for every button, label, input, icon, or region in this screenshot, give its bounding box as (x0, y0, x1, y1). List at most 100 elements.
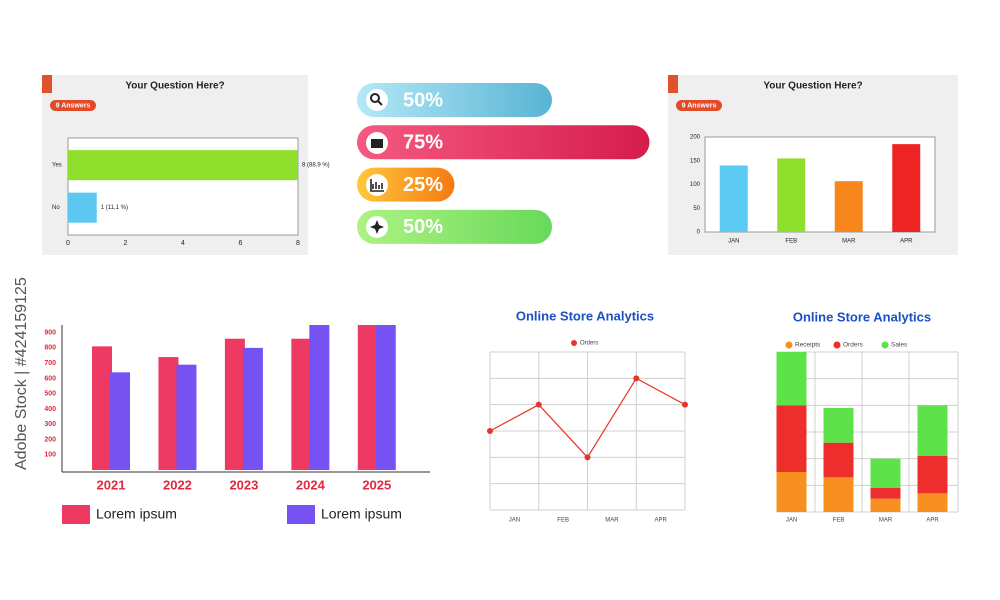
x-tick-label: MAR (842, 239, 856, 245)
legend-marker (833, 341, 841, 349)
x-tick-label: 4 (181, 240, 185, 247)
point (584, 454, 591, 461)
y-tick-label: 200 (44, 436, 56, 443)
bar-segment (917, 456, 948, 494)
x-tick-label: FEB (785, 239, 797, 245)
x-tick-label: JAN (786, 518, 797, 524)
progress-bar (357, 125, 650, 160)
progress-bar (357, 209, 552, 244)
x-tick-label: 2021 (97, 477, 126, 492)
icon (370, 220, 384, 234)
x-tick-label: 2022 (163, 477, 192, 492)
bar (291, 338, 312, 470)
panel-title: Your Question Here? (763, 81, 862, 92)
bar-segment (870, 458, 901, 488)
progress-label: 50% (403, 216, 443, 238)
y-tick-label: 100 (44, 452, 56, 459)
y-tick-label: 900 (44, 329, 56, 336)
legend-label: Lorem ipsum (321, 506, 402, 522)
value-label: 8 (88,9 %) (302, 163, 330, 169)
bar (92, 346, 113, 470)
badge-text: 9 Answers (682, 102, 717, 109)
bar-segment (917, 493, 948, 512)
bar-segment (917, 405, 948, 456)
chart-title: Online Store Analytics (516, 308, 654, 323)
badge (50, 100, 96, 111)
bar (110, 372, 131, 470)
progress-bar (357, 83, 552, 117)
chart-title: Online Store Analytics (793, 309, 931, 324)
category-label: Yes (52, 163, 62, 169)
legend-label: Lorem ipsum (96, 506, 177, 522)
bar-segment (823, 442, 854, 478)
bar (176, 364, 197, 470)
y-tick-label: 50 (693, 206, 700, 212)
category-label: No (52, 205, 60, 211)
bar (309, 325, 330, 470)
bar-segment (776, 405, 807, 472)
legend-label: Orders (580, 341, 598, 347)
icon (370, 93, 380, 103)
x-tick-label: MAR (879, 518, 893, 524)
icon (377, 100, 383, 106)
bar (68, 150, 298, 181)
point (487, 428, 493, 434)
point (682, 401, 688, 408)
bar (158, 357, 179, 470)
y-tick-label: 150 (690, 158, 701, 164)
legend-swatch (287, 505, 315, 524)
legend-marker (785, 341, 793, 349)
progress-label: 25% (403, 174, 443, 196)
x-tick-label: FEB (557, 518, 569, 524)
y-tick-label: 100 (690, 182, 701, 188)
y-tick-label: 600 (44, 375, 56, 382)
legend-marker (881, 341, 889, 349)
icon (370, 179, 384, 192)
x-tick-label: APR (900, 239, 913, 245)
x-tick-label: 2023 (229, 477, 258, 492)
panel-title: Your Question Here? (125, 81, 224, 92)
bar-segment (776, 352, 807, 406)
watermark: Adobe Stock | #424159125 (13, 277, 30, 470)
bar (834, 181, 863, 232)
legend-marker (571, 340, 577, 346)
x-tick-label: JAN (728, 239, 739, 245)
x-tick-label: 0 (66, 240, 70, 247)
y-tick-label: 500 (44, 391, 56, 398)
x-tick-label: APR (654, 518, 667, 524)
badge-text: 9 Answers (56, 102, 91, 109)
x-tick-label: 2025 (362, 477, 391, 492)
bar (68, 192, 97, 223)
panel-accent (668, 75, 678, 93)
y-tick-label: 0 (697, 230, 701, 236)
icon (366, 174, 388, 196)
bar (892, 144, 921, 232)
point (633, 375, 640, 382)
y-tick-label: 400 (44, 406, 56, 413)
x-tick-label: 2 (124, 240, 128, 247)
x-tick-label: JAN (509, 518, 520, 524)
value-label: 1 (11,1 %) (101, 205, 128, 211)
legend-swatch (62, 505, 90, 524)
progress-label: 75% (403, 132, 443, 154)
y-tick-label: 800 (44, 345, 56, 352)
bar-segment (870, 488, 901, 499)
bar (224, 338, 245, 470)
bar (719, 165, 748, 232)
bar (375, 325, 396, 470)
bar (357, 325, 378, 470)
x-tick-label: 6 (239, 240, 243, 247)
y-tick-label: 700 (44, 360, 56, 367)
panel-accent (42, 75, 52, 93)
bar-segment (870, 498, 901, 512)
badge (676, 100, 722, 111)
x-tick-label: 2024 (296, 477, 326, 492)
legend-label: Receipts (795, 342, 821, 349)
legend-label: Sales (891, 342, 908, 349)
point (535, 401, 542, 408)
x-tick-label: APR (926, 518, 939, 524)
x-tick-label: MAR (605, 518, 619, 524)
bar-segment (776, 472, 807, 512)
progress-label: 50% (403, 89, 443, 111)
